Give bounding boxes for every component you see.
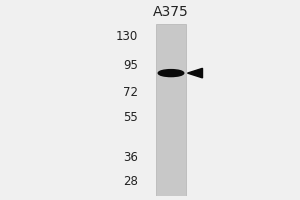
- Text: 55: 55: [123, 111, 138, 124]
- Text: 95: 95: [123, 59, 138, 72]
- Text: 36: 36: [123, 151, 138, 164]
- Text: 130: 130: [116, 30, 138, 43]
- Polygon shape: [188, 68, 202, 78]
- Text: 72: 72: [123, 86, 138, 99]
- Text: A375: A375: [153, 5, 189, 19]
- Bar: [156, 24, 186, 196]
- Text: 28: 28: [123, 175, 138, 188]
- Ellipse shape: [158, 70, 184, 77]
